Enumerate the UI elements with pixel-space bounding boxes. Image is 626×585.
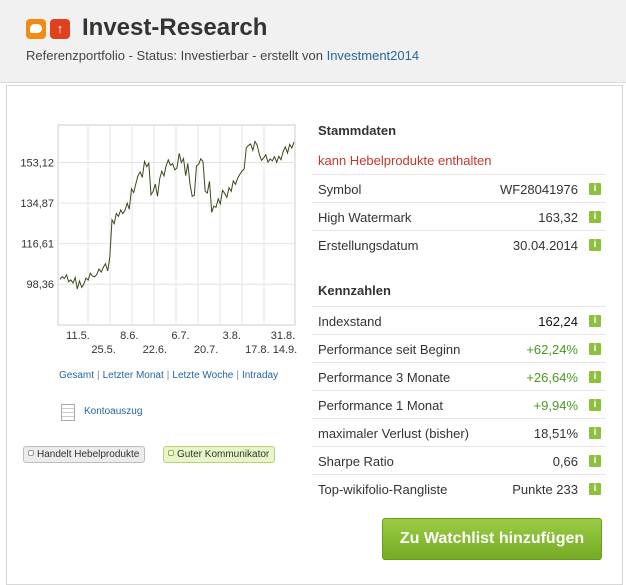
kennzahlen-row: maximaler Verlust (bisher) 18,51% i [312, 418, 606, 447]
x-tick-label: 31.8. [271, 330, 295, 342]
row-label: Sharpe Ratio [318, 454, 394, 469]
x-tick-label: 20.7. [194, 344, 218, 356]
row-value: +9,94% [533, 398, 578, 413]
stammdaten-row: Erstellungsdatum 30.04.2014 i [312, 230, 606, 259]
row-label: Top-wikifolio-Rangliste [318, 482, 448, 497]
row-label: High Watermark [318, 210, 412, 225]
chart-range-links: Gesamt | Letzter Monat | Letzte Woche | Intrad… [59, 370, 278, 381]
x-tick-label: 11.5. [66, 330, 90, 342]
comment-icon[interactable] [26, 19, 46, 39]
chart-grid-vertical [87, 125, 265, 325]
kennzahlen-row: Performance 1 Monat +9,94% i [312, 390, 606, 419]
badge-dot-icon [168, 450, 174, 456]
badge-kommunikator[interactable]: Guter Kommunikator [163, 446, 276, 463]
range-monat-link[interactable]: Letzter Monat [102, 370, 164, 381]
x-tick-label: 22.6. [143, 344, 167, 356]
kennzahlen-title: Kennzahlen [318, 283, 391, 298]
info-icon[interactable]: i [589, 315, 601, 327]
row-value: 30.04.2014 [512, 238, 578, 253]
row-value: WF28041976 [499, 182, 578, 197]
badge-label: Guter Kommunikator [177, 449, 270, 460]
x-tick-label: 6.7. [171, 330, 189, 342]
row-value: 163,32 [538, 210, 578, 225]
kennzahlen-row: Top-wikifolio-Rangliste Punkte 233 i [312, 474, 606, 503]
row-value: +26,64% [526, 370, 578, 385]
info-icon[interactable]: i [589, 399, 601, 411]
row-value: 0,66 [552, 454, 578, 469]
range-intraday-link[interactable]: Intraday [241, 370, 279, 381]
y-tick-label: 153,12 [20, 158, 54, 170]
info-icon[interactable]: i [589, 211, 601, 223]
info-icon[interactable]: i [589, 483, 601, 495]
x-tick-label: 17.8. [245, 344, 269, 356]
performance-chart[interactable]: 153,12 134,87 116,61 98,36 11.5. 8.6. 6.7. 3.8… [0, 110, 300, 360]
row-value: +62,24% [526, 342, 578, 357]
range-woche-link[interactable]: Letzte Woche [172, 370, 234, 381]
kennzahlen-row: Indexstand 162,24 i [312, 306, 606, 335]
badge-label: Handelt Hebelprodukte [37, 449, 140, 460]
author-link[interactable]: Investment2014 [326, 48, 420, 63]
row-value: 162,24 [538, 314, 578, 329]
add-to-watchlist-button[interactable]: Zu Watchlist hinzufügen [382, 518, 602, 560]
info-icon[interactable]: i [589, 455, 601, 467]
row-label: Erstellungsdatum [318, 238, 419, 253]
y-axis-labels: 153,12 134,87 116,61 98,36 [20, 158, 54, 292]
badge-hebelprodukte[interactable]: Handelt Hebelprodukte [23, 446, 146, 463]
stammdaten-row: Symbol WF28041976 i [312, 174, 606, 203]
kennzahlen-row: Performance 3 Monate +26,64% i [312, 362, 606, 391]
badge-dot-icon [28, 450, 34, 456]
kennzahlen-row: Sharpe Ratio 0,66 i [312, 446, 606, 475]
x-tick-label: 14.9. [273, 344, 297, 356]
y-tick-label: 134,87 [20, 198, 54, 210]
x-tick-label: 25.5. [91, 344, 115, 356]
subtitle-text: Referenzportfolio - Status: Investierbar… [26, 48, 327, 63]
kennzahlen-row: Performance seit Beginn +62,24% i [312, 334, 606, 363]
row-value: Punkte 233 [512, 482, 578, 497]
y-tick-label: 98,36 [26, 279, 54, 291]
stammdaten-row: High Watermark 163,32 i [312, 202, 606, 231]
page-title: Invest-Research [82, 14, 268, 41]
row-label: Performance 1 Monat [318, 398, 444, 413]
row-label: Indexstand [318, 314, 382, 329]
range-separator: | [97, 370, 100, 381]
info-icon[interactable]: i [589, 239, 601, 251]
subtitle: Referenzportfolio - Status: Investierbar… [26, 48, 419, 63]
row-label: Symbol [318, 182, 362, 197]
info-icon[interactable]: i [589, 343, 601, 355]
stammdaten-title: Stammdaten [318, 123, 397, 138]
row-label: Performance 3 Monate [318, 370, 451, 385]
row-value: 18,51% [533, 426, 578, 441]
row-label: Performance seit Beginn [318, 342, 461, 357]
trend-icon[interactable]: ↑ [50, 19, 70, 39]
range-gesamt-link[interactable]: Gesamt [59, 370, 95, 381]
document-icon[interactable] [61, 404, 75, 421]
hebel-warning: kann Hebelprodukte enthalten [318, 153, 492, 168]
x-tick-label: 8.6. [120, 330, 138, 342]
y-tick-label: 116,61 [21, 239, 54, 251]
series-line [59, 140, 295, 290]
range-separator: | [166, 370, 170, 381]
chart-grid-horizontal [58, 162, 295, 285]
kontoauszug-link[interactable]: Kontoauszug [84, 406, 143, 417]
info-icon[interactable]: i [589, 183, 601, 195]
page-header: ↑ Invest-Research Referenzportfolio - St… [0, 0, 626, 83]
info-icon[interactable]: i [589, 427, 601, 439]
x-tick-label: 3.8. [223, 330, 241, 342]
x-axis-labels: 11.5. 8.6. 6.7. 3.8. 31.8. 25.5. 22.6. 20.7. 17.… [66, 330, 297, 356]
row-label: maximaler Verlust (bisher) [318, 426, 469, 441]
info-icon[interactable]: i [589, 371, 601, 383]
range-separator: | [236, 370, 239, 381]
